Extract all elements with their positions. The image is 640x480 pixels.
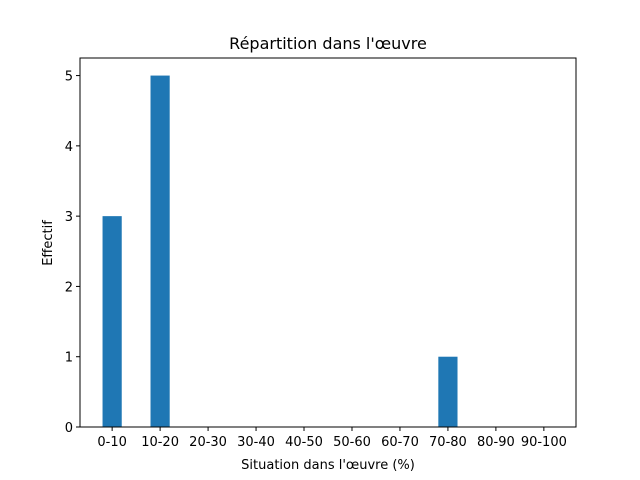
plot-frame — [79, 57, 577, 428]
x-tick-label: 50-60 — [333, 435, 371, 450]
chart-title: Répartition dans l'œuvre — [229, 34, 427, 53]
bar — [102, 216, 122, 427]
y-axis-label: Effectif — [41, 220, 56, 266]
bar — [150, 75, 170, 428]
y-tick-label: 4 — [65, 140, 73, 155]
x-tick-label: 10-20 — [141, 435, 179, 450]
x-tick-label: 90-100 — [521, 435, 567, 450]
x-tick-label: 20-30 — [189, 435, 227, 450]
x-tick-label: 70-80 — [429, 435, 467, 450]
x-axis-label: Situation dans l'œuvre (%) — [241, 458, 415, 473]
y-tick-label: 5 — [65, 70, 73, 85]
x-tick-label: 60-70 — [381, 435, 419, 450]
y-tick-label: 1 — [65, 351, 73, 366]
x-tick-label: 30-40 — [237, 435, 275, 450]
y-tick-label: 0 — [65, 421, 73, 436]
bar — [438, 356, 458, 427]
x-tick-label: 40-50 — [285, 435, 323, 450]
x-tick-label: 0-10 — [97, 435, 127, 450]
y-tick-label: 3 — [65, 210, 73, 225]
y-tick-label: 2 — [65, 280, 73, 295]
x-tick-label: 80-90 — [477, 435, 515, 450]
